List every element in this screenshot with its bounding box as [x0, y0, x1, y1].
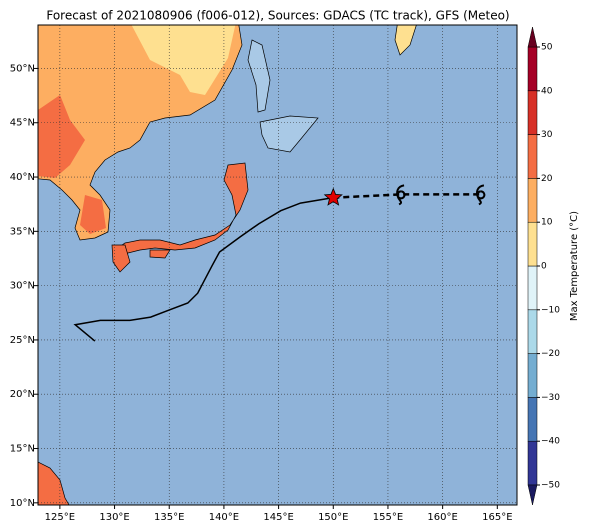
y-tick-label: 10°N — [10, 498, 35, 509]
forecast-track — [333, 193, 481, 199]
x-tick-label: 165°E — [482, 512, 512, 523]
colorbar-tick-label: −40 — [541, 437, 560, 447]
y-tick-label: 30°N — [10, 281, 35, 292]
warm-area — [38, 95, 106, 234]
x-tick-label: 125°E — [45, 512, 75, 523]
map-title: Forecast of 2021080906 (f006-012), Sourc… — [46, 9, 509, 23]
y-tick-label: 25°N — [10, 335, 35, 346]
colorbar-bin — [527, 90, 538, 135]
colorbar-tick-label: −10 — [541, 305, 560, 315]
colorbar-tick-label: 40 — [541, 86, 553, 96]
cyclone-symbol — [476, 184, 486, 206]
colorbar-bin — [527, 397, 538, 442]
past-track — [73, 196, 334, 342]
y-tick-label: 20°N — [10, 389, 35, 400]
map-frame — [37, 24, 518, 506]
colorbar-bin — [527, 265, 538, 311]
storm-position — [323, 187, 343, 206]
colorbar-extend-high — [527, 26, 538, 48]
colorbar-bin — [527, 46, 538, 92]
hokkaido — [259, 115, 319, 153]
colorbar-bin — [527, 440, 538, 486]
cyclone-symbol — [396, 184, 406, 206]
x-tick-label: 160°E — [427, 512, 457, 523]
kamchatka — [394, 25, 417, 56]
y-tick-label: 40°N — [10, 172, 35, 183]
kyushu — [111, 244, 131, 273]
x-tick-label: 130°E — [99, 512, 129, 523]
colorbar-bin — [527, 353, 538, 398]
colorbar-extend-low — [527, 484, 538, 506]
philippines — [38, 461, 70, 505]
sakhalin — [247, 39, 271, 113]
colorbar-bin — [527, 309, 538, 354]
colorbar-bin — [527, 178, 538, 223]
colorbar-bin — [527, 134, 538, 179]
x-tick-label: 135°E — [154, 512, 184, 523]
colorbar-tick-label: −30 — [541, 393, 560, 403]
colorbar-bin — [527, 221, 538, 267]
colorbar-tick-label: 30 — [541, 130, 553, 140]
shikoku — [149, 249, 171, 259]
colorbar-tick-label: −50 — [541, 481, 560, 491]
y-tick-label: 45°N — [10, 118, 35, 129]
colorbar-tick-label: 0 — [541, 262, 547, 272]
colorbar-tick-label: 50 — [541, 43, 553, 53]
pale-area — [131, 25, 236, 95]
land — [38, 25, 417, 505]
plot-layer — [38, 25, 517, 505]
colorbar-tick-label: 10 — [541, 218, 553, 228]
y-tick-label: 15°N — [10, 444, 35, 455]
x-tick-label: 150°E — [318, 512, 348, 523]
x-tick-label: 155°E — [373, 512, 403, 523]
colorbar-label: Max Temperature (°C) — [569, 211, 580, 321]
y-tick-label: 35°N — [10, 226, 35, 237]
x-tick-label: 140°E — [209, 512, 239, 523]
x-tick-label: 145°E — [263, 512, 293, 523]
y-tick-label: 50°N — [10, 63, 35, 74]
colorbar-tick-label: −20 — [541, 349, 560, 359]
colorbar-tick-label: 20 — [541, 174, 553, 184]
